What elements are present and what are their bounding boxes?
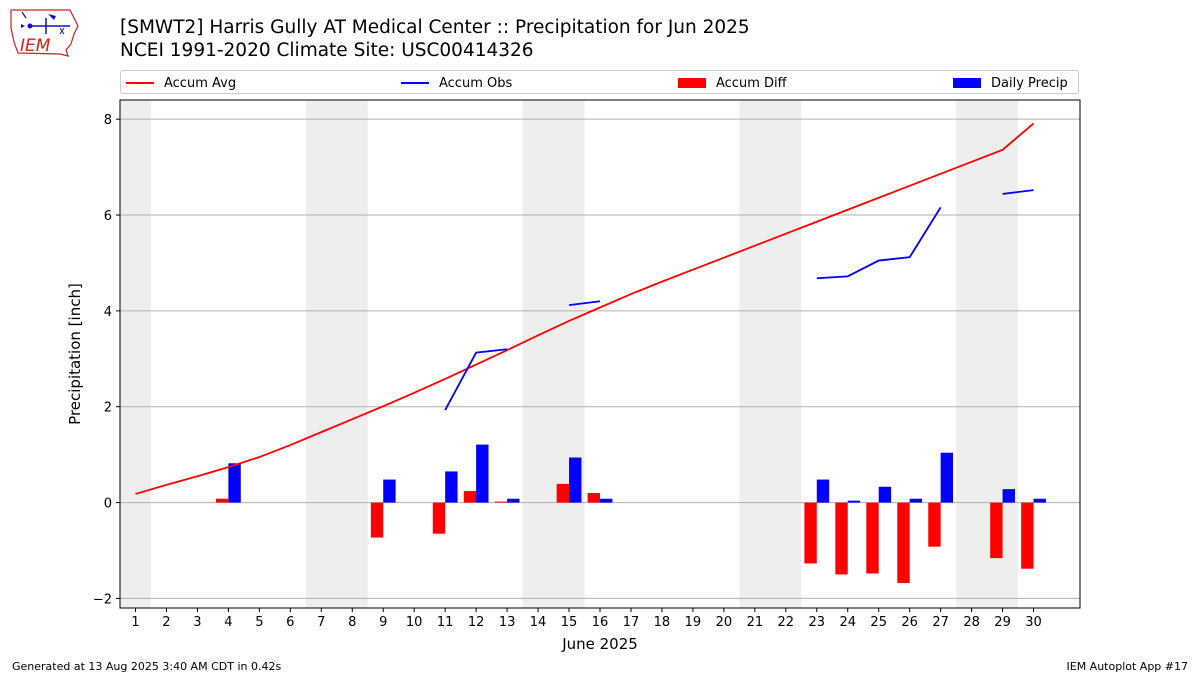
x-tick-label: 6 (286, 615, 294, 630)
y-axis-label: Precipitation [inch] (66, 283, 84, 425)
daily-precip-bar (816, 479, 830, 503)
legend-swatch-accum-diff (678, 78, 706, 88)
iowa-map-icon: IEM (10, 9, 79, 57)
x-tick-label: 28 (963, 615, 980, 630)
x-tick-label: 25 (870, 615, 887, 630)
accum-avg-line (135, 122, 1035, 495)
legend-item-accum-avg: Accum Avg (126, 74, 236, 92)
accum-diff-bar (1021, 502, 1034, 569)
legend-label-accum-diff: Accum Diff (716, 75, 787, 91)
accum-obs-line (444, 348, 508, 411)
x-axis-label: June 2025 (561, 635, 638, 653)
accum-diff-bar (587, 492, 600, 503)
daily-precip-bar (847, 500, 861, 503)
y-tick-label: 4 (104, 305, 112, 320)
accum-diff-bar (494, 501, 508, 503)
x-tick-label: 5 (255, 615, 263, 630)
accum-obs-line (1002, 189, 1034, 195)
legend-swatch-accum-obs (401, 82, 429, 84)
chart-title: [SMWT2] Harris Gully AT Medical Center :… (120, 17, 750, 38)
daily-precip-bar (569, 457, 582, 503)
legend-label-accum-obs: Accum Obs (439, 75, 513, 91)
x-tick-label: 18 (654, 615, 671, 630)
daily-precip-bar (940, 452, 954, 503)
daily-precip-bar (1033, 498, 1046, 503)
x-tick-label: 11 (437, 615, 454, 630)
x-tick-label: 16 (592, 615, 609, 630)
x-tick-label: 15 (561, 615, 578, 630)
legend-label-accum-avg: Accum Avg (164, 75, 237, 91)
y-tick-label: 6 (104, 209, 112, 224)
accum-diff-bar (990, 502, 1003, 559)
x-tick-label: 21 (747, 615, 764, 630)
x-tick-label: 2 (162, 615, 170, 630)
x-tick-label: 22 (778, 615, 795, 630)
weekend-band (305, 100, 368, 608)
daily-precip-bar (909, 498, 923, 503)
x-tick-label: 1 (131, 615, 139, 630)
x-tick-label: 7 (317, 615, 325, 630)
x-tick-label: 10 (406, 615, 423, 630)
x-tick-label: 17 (623, 615, 640, 630)
daily-precip-bar (228, 463, 241, 503)
legend-swatch-accum-avg (126, 82, 154, 84)
x-tick-label: 19 (685, 615, 702, 630)
accum-obs-line (816, 206, 942, 280)
weekend-band (739, 100, 802, 608)
accum-diff-bar (866, 502, 879, 574)
accum-diff-bar (928, 502, 941, 547)
x-tick-label: 14 (530, 615, 547, 630)
weekend-band (522, 100, 585, 608)
legend-item-daily-precip: Daily Precip (953, 74, 1068, 92)
iem-logo: IEM (8, 4, 80, 60)
accum-diff-bar (463, 491, 477, 503)
daily-precip-bar (1002, 489, 1015, 503)
x-tick-label: 20 (716, 615, 733, 630)
weekend-band (956, 100, 1019, 608)
legend-item-accum-obs: Accum Obs (401, 74, 512, 92)
daily-precip-bar (445, 471, 458, 503)
chart-subtitle: NCEI 1991-2020 Climate Site: USC00414326 (120, 40, 534, 61)
x-tick-label: 4 (224, 615, 232, 630)
accum-diff-bar (432, 502, 446, 534)
x-tick-label: 3 (193, 615, 201, 630)
x-tick-label: 8 (348, 615, 356, 630)
legend-swatch-daily-precip (953, 78, 981, 88)
x-tick-label: 23 (809, 615, 826, 630)
y-tick-label: −2 (93, 592, 112, 607)
accum-diff-bar (556, 483, 570, 503)
accum-diff-bar (897, 502, 910, 584)
x-tick-label: 24 (839, 615, 856, 630)
app-label: IEM Autoplot App #17 (1066, 660, 1189, 673)
daily-precip-bar (476, 444, 489, 503)
x-tick-label: 29 (994, 615, 1011, 630)
legend-item-accum-diff: Accum Diff (678, 74, 787, 92)
generated-timestamp: Generated at 13 Aug 2025 3:40 AM CDT in … (12, 660, 282, 673)
legend: Accum Avg Accum Obs Accum Diff Daily Pre… (120, 70, 1079, 94)
y-tick-label: 2 (104, 401, 112, 416)
y-tick-label: 8 (104, 113, 112, 128)
x-tick-label: 13 (499, 615, 516, 630)
logo-text: IEM (20, 36, 51, 56)
daily-precip-bar (878, 486, 892, 503)
y-tick-label: 0 (104, 497, 112, 512)
x-tick-label: 9 (379, 615, 387, 630)
accum-obs-line (568, 300, 601, 307)
accum-diff-bar (835, 502, 848, 575)
accum-diff-bar (216, 498, 229, 503)
daily-precip-bar (600, 498, 613, 503)
legend-label-daily-precip: Daily Precip (991, 75, 1068, 91)
weekend-band (120, 100, 151, 608)
accum-diff-bar (370, 502, 384, 538)
daily-precip-bar (383, 479, 396, 503)
x-tick-label: 30 (1025, 615, 1042, 630)
x-tick-label: 27 (932, 615, 949, 630)
x-tick-label: 12 (468, 615, 485, 630)
x-tick-label: 26 (901, 615, 918, 630)
accum-diff-bar (804, 502, 817, 564)
daily-precip-bar (507, 498, 520, 503)
